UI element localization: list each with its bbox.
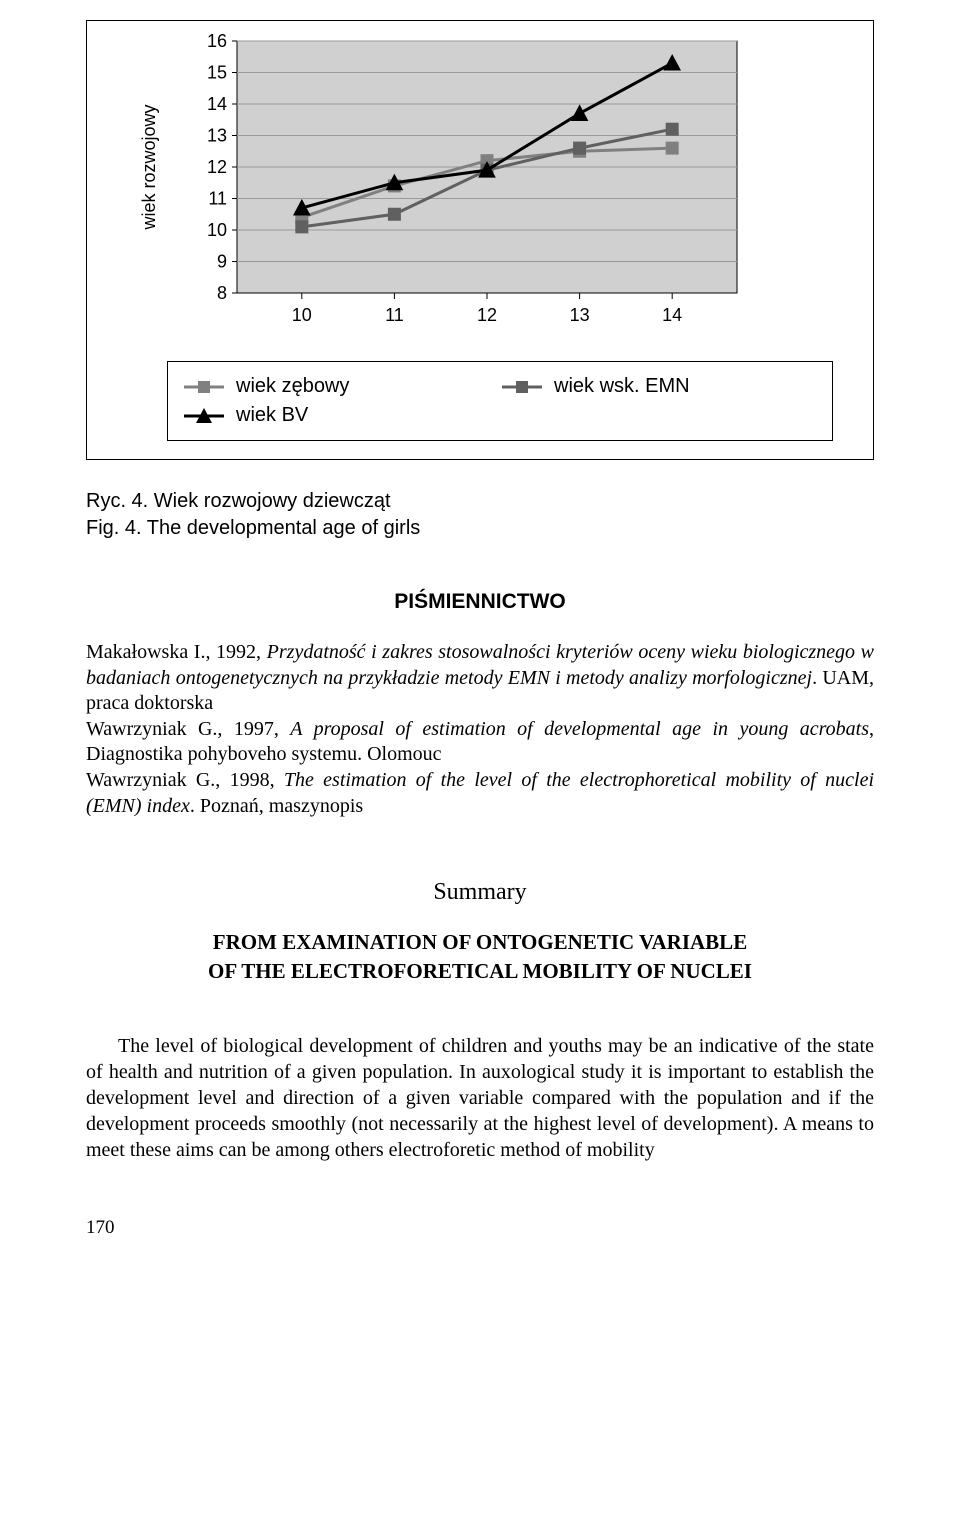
svg-text:14: 14 (662, 305, 682, 325)
figure-caption: Ryc. 4. Wiek rozwojowy dziewcząt Fig. 4.… (86, 488, 874, 542)
legend-label: wiek zębowy (236, 375, 349, 398)
svg-text:11: 11 (385, 305, 404, 325)
references-block: Makałowska I., 1992, Przydatność i zakre… (86, 640, 874, 819)
section-heading-references: PIŚMIENNICTWO (86, 590, 874, 614)
svg-text:14: 14 (207, 94, 227, 114)
caption-line: Fig. 4. The developmental age of girls (86, 515, 874, 542)
svg-text:12: 12 (207, 157, 227, 177)
legend-label: wiek wsk. EMN (554, 375, 690, 398)
chart-container: 8 9 10 11 12 13 14 15 16 10 11 12 13 14 wiek rozwojowy… (86, 20, 874, 460)
line-chart: 8 9 10 11 12 13 14 15 16 10 11 12 13 14 wiek rozwojowy (117, 33, 757, 343)
page-number: 170 (86, 1217, 874, 1239)
caption-line: Ryc. 4. Wiek rozwojowy dziewcząt (86, 488, 874, 515)
legend-item: wiek wsk. EMN (500, 372, 818, 401)
summary-title-line: FROM EXAMINATION OF ONTOGENETIC VARIABLE (86, 928, 874, 956)
legend-item: wiek BV (182, 401, 500, 430)
svg-text:12: 12 (477, 305, 497, 325)
chart-legend: wiek zębowy wiek wsk. EMN wiek BV (167, 361, 833, 441)
legend-icon-triangle (182, 407, 226, 425)
svg-text:9: 9 (217, 252, 227, 272)
legend-item: wiek zębowy (182, 372, 500, 401)
svg-text:10: 10 (292, 305, 312, 325)
svg-text:11: 11 (208, 189, 227, 209)
svg-text:10: 10 (207, 220, 227, 240)
summary-title-line: OF THE ELECTROFORETICAL MOBILITY OF NUCL… (86, 957, 874, 985)
svg-text:15: 15 (207, 63, 227, 83)
summary-heading: Summary (86, 879, 874, 906)
svg-text:wiek rozwojowy: wiek rozwojowy (139, 104, 159, 230)
svg-text:16: 16 (207, 33, 227, 51)
legend-icon-square (182, 378, 226, 396)
summary-title: FROM EXAMINATION OF ONTOGENETIC VARIABLE… (86, 928, 874, 985)
svg-text:13: 13 (570, 305, 590, 325)
legend-label: wiek BV (236, 404, 308, 427)
svg-text:13: 13 (207, 126, 227, 146)
legend-icon-square (500, 378, 544, 396)
summary-body: The level of biological development of c… (86, 1033, 874, 1163)
svg-text:8: 8 (217, 283, 227, 303)
